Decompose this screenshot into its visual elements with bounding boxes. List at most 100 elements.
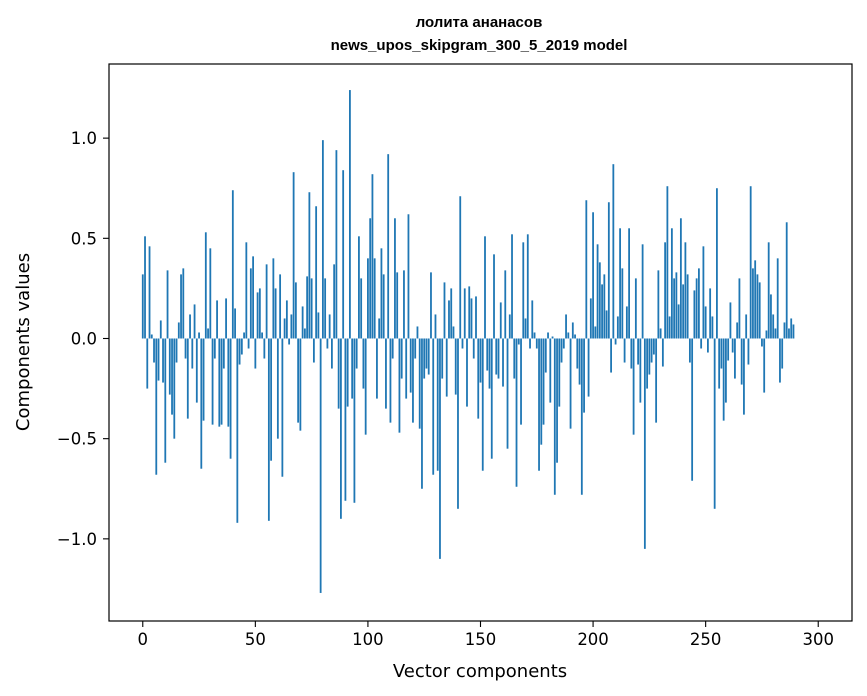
bar-component-257 [720, 338, 723, 369]
bar-component-283 [779, 338, 781, 383]
bar-component-173 [531, 300, 534, 339]
bar-component-119 [409, 338, 412, 393]
bar-component-172 [529, 338, 531, 349]
bar-component-122 [416, 326, 419, 339]
bar-component-167 [517, 338, 520, 345]
bar-component-199 [589, 298, 592, 339]
bar-component-103 [373, 258, 376, 339]
bar-component-102 [371, 174, 374, 339]
bar-component-69 [297, 338, 300, 423]
bar-component-140 [457, 338, 459, 509]
bar-component-81 [324, 278, 327, 339]
bar-component-27 [202, 338, 205, 421]
bar-component-127 [427, 338, 430, 375]
bar-component-121 [414, 338, 417, 359]
bar-component-116 [403, 270, 405, 339]
bar-component-239 [679, 218, 682, 339]
bar-component-15 [175, 338, 178, 363]
bar-component-126 [425, 338, 428, 369]
bar-component-130 [434, 314, 437, 339]
bar-component-8 [159, 320, 162, 339]
bar-component-32 [213, 338, 216, 359]
x-tick-label: 0 [138, 630, 149, 649]
bar-component-124 [421, 338, 423, 489]
bar-component-7 [157, 338, 160, 381]
bar-component-76 [312, 338, 315, 363]
bar-component-139 [454, 338, 457, 395]
bar-component-279 [770, 294, 772, 339]
bar-component-65 [288, 338, 291, 345]
bar-component-74 [308, 192, 311, 339]
bar-component-49 [252, 256, 254, 339]
bar-component-163 [508, 314, 511, 339]
bar-component-210 [614, 338, 617, 345]
bar-component-62 [281, 338, 284, 477]
bar-component-137 [450, 288, 453, 339]
bar-component-21 [189, 314, 191, 339]
bar-component-242 [686, 274, 689, 339]
bar-component-270 [749, 186, 752, 339]
bar-component-155 [490, 338, 493, 459]
bar-component-244 [691, 338, 694, 481]
bar-component-55 [265, 264, 268, 339]
bar-component-218 [632, 338, 635, 435]
bar-component-66 [290, 314, 293, 339]
bar-component-274 [758, 282, 761, 339]
bar-component-0 [141, 274, 144, 339]
bar-component-40 [231, 190, 234, 339]
bar-component-259 [725, 338, 727, 403]
bar-component-24 [195, 338, 198, 403]
bar-component-80 [321, 140, 324, 339]
bar-component-206 [605, 310, 608, 339]
bar-component-181 [549, 338, 552, 403]
bar-component-179 [544, 338, 547, 373]
bar-component-123 [418, 338, 421, 429]
bar-component-129 [432, 338, 435, 475]
plot-frame [108, 63, 853, 622]
bar-component-39 [229, 338, 232, 459]
bar-component-211 [616, 316, 619, 339]
y-tick-label: −0.5 [57, 430, 97, 449]
bar-component-159 [499, 302, 502, 339]
bar-component-277 [765, 330, 768, 339]
bar-component-196 [583, 338, 585, 413]
bar-component-221 [639, 338, 642, 403]
bar-component-261 [729, 302, 732, 339]
bar-component-272 [754, 260, 757, 339]
bar-component-88 [340, 338, 342, 519]
bar-component-100 [367, 258, 369, 339]
bar-component-93 [351, 338, 354, 399]
bar-component-87 [337, 338, 340, 409]
y-tick-label: 0.5 [71, 229, 97, 248]
bar-component-35 [220, 338, 223, 425]
bar-component-288 [790, 318, 793, 339]
bar-component-241 [684, 242, 687, 339]
bar-component-10 [164, 338, 167, 463]
bar-component-203 [598, 262, 601, 339]
bar-component-224 [646, 338, 649, 389]
bar-component-25 [198, 332, 200, 339]
bar-component-79 [319, 338, 322, 593]
bar-component-238 [677, 304, 680, 339]
bar-component-113 [396, 272, 399, 339]
y-axis-ticks: −1.0 −0.5 0.0 0.5 1.0 [57, 129, 109, 549]
bar-component-214 [623, 338, 626, 363]
bar-component-278 [767, 242, 770, 339]
bar-component-142 [461, 338, 464, 349]
bar-component-266 [740, 338, 743, 385]
bar-component-247 [698, 268, 700, 339]
bar-component-275 [761, 338, 763, 347]
bar-component-96 [358, 236, 360, 339]
bar-component-101 [369, 218, 372, 339]
bar-component-5 [153, 338, 155, 363]
bar-component-107 [382, 274, 385, 339]
chart-title: лолита ананасов [416, 14, 543, 31]
bar-component-158 [497, 338, 500, 379]
bar-component-51 [256, 292, 259, 339]
bar-component-71 [301, 306, 304, 339]
bar-component-249 [702, 246, 705, 339]
bars-group [141, 90, 795, 593]
bar-component-3 [148, 246, 151, 339]
bar-component-252 [709, 288, 712, 339]
